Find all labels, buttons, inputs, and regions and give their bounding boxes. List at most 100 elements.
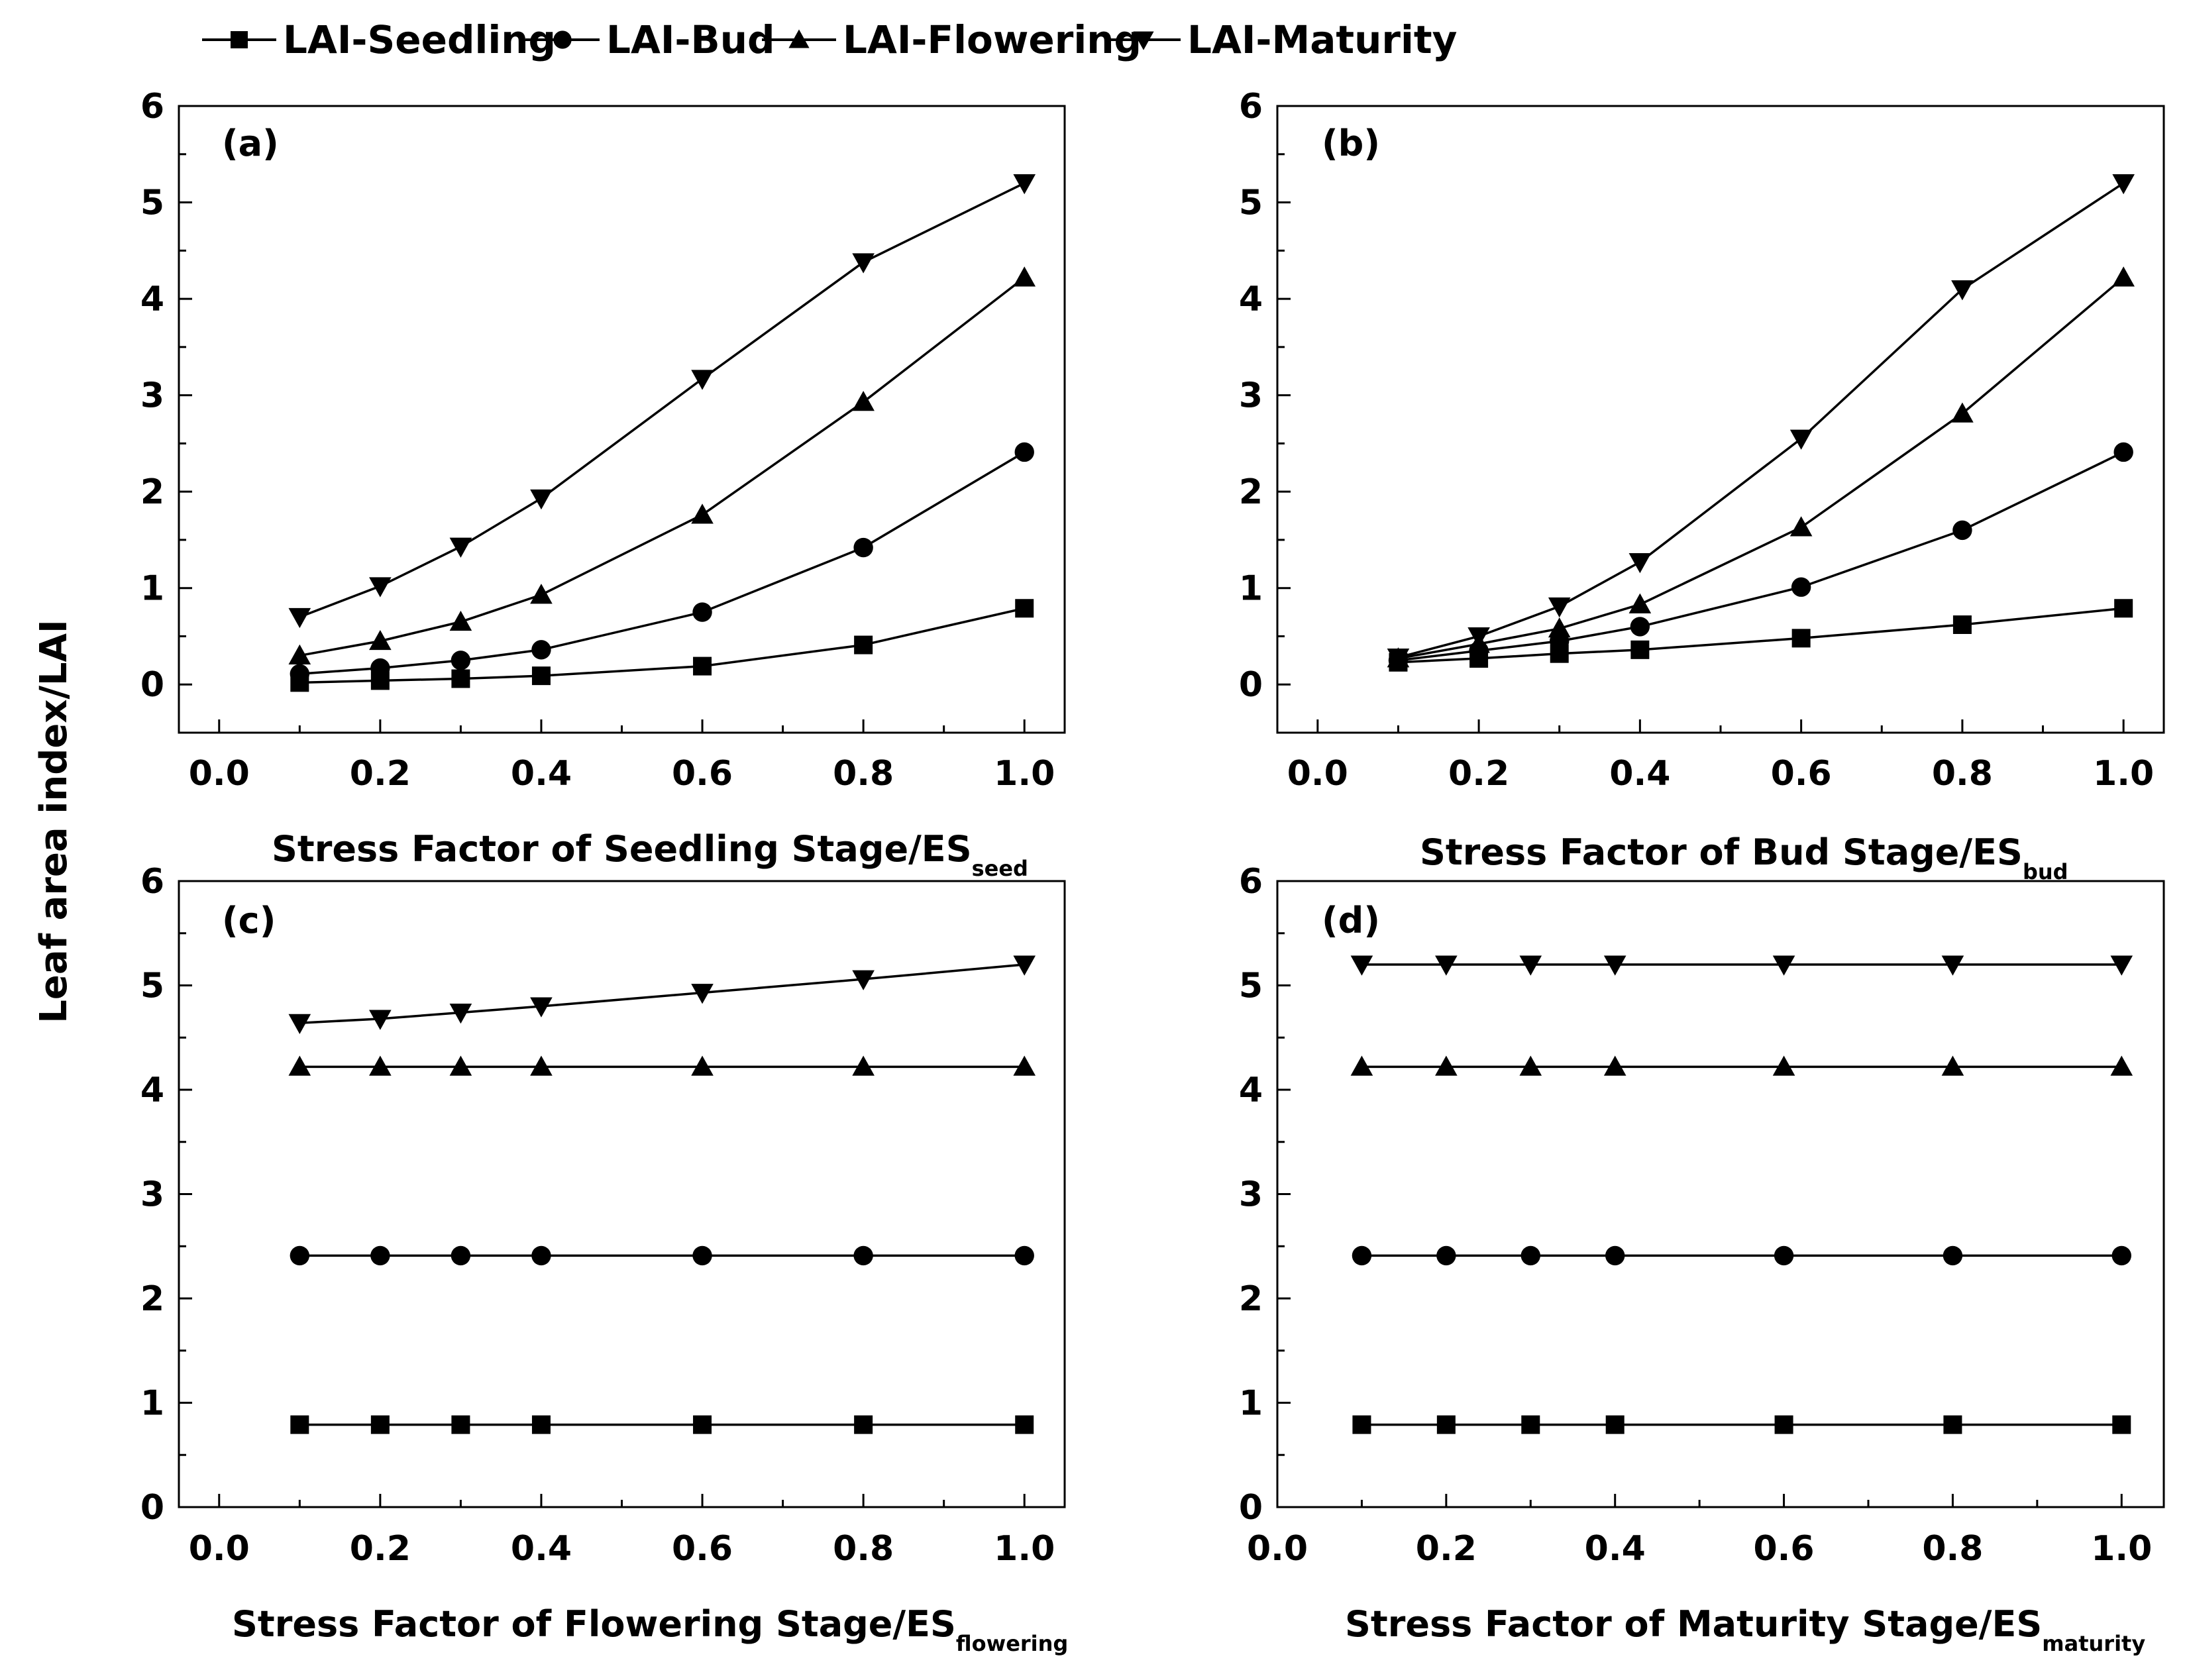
data-point xyxy=(1013,174,1036,195)
data-point xyxy=(2113,442,2133,462)
data-point xyxy=(1791,629,1811,648)
series-line xyxy=(299,182,1025,618)
x-axis-label: Stress Factor of Bud Stage/ESbud xyxy=(1420,831,2068,884)
x-axis-label: Stress Factor of Maturity Stage/ESmaturi… xyxy=(1345,1603,2145,1656)
data-point xyxy=(1951,280,1974,301)
data-point xyxy=(530,997,553,1018)
data-point xyxy=(1350,955,1373,976)
data-point xyxy=(854,1415,873,1434)
legend-marker-circle xyxy=(553,30,572,49)
data-point xyxy=(1521,1415,1540,1434)
y-tick-label: 1 xyxy=(1239,569,1263,609)
data-point xyxy=(1630,640,1650,659)
data-point xyxy=(852,1055,875,1076)
legend-marker-triangle-down xyxy=(1133,31,1154,50)
data-point xyxy=(1791,577,1811,597)
y-tick-label: 3 xyxy=(140,376,164,416)
data-point xyxy=(2110,1055,2133,1076)
x-axis-label-subscript: flowering xyxy=(956,1631,1068,1656)
y-tick-label: 6 xyxy=(1239,87,1263,127)
data-point xyxy=(854,635,873,655)
series-line xyxy=(299,607,1025,684)
series-lai-maturity xyxy=(1387,174,2135,669)
data-point xyxy=(1520,1245,1540,1266)
data-point xyxy=(852,970,875,990)
data-point xyxy=(852,391,875,411)
data-point xyxy=(852,253,875,274)
x-tick-label: 1.0 xyxy=(2091,1529,2152,1569)
data-point xyxy=(1350,1055,1373,1076)
data-point xyxy=(2114,599,2133,618)
series-line xyxy=(299,276,1026,657)
data-point xyxy=(693,1415,712,1434)
x-tick-label: 0.0 xyxy=(189,1529,250,1569)
data-point xyxy=(530,584,553,604)
data-point xyxy=(1387,649,1410,669)
data-point xyxy=(1941,955,1964,976)
y-tick-label: 1 xyxy=(140,569,164,609)
series-line xyxy=(299,963,1025,1024)
data-point xyxy=(1014,1245,1034,1266)
chart-panel-0: 0 1 2 3 4 5 6 0.0 0.2 0.4 0.6 0.8 1.0 (a) Stress Facto… xyxy=(140,87,1066,881)
data-point xyxy=(1436,1245,1456,1266)
data-point xyxy=(449,1004,472,1024)
data-point xyxy=(1774,1415,1793,1434)
x-tick-label: 0.6 xyxy=(1771,754,1832,794)
data-point xyxy=(1772,955,1795,976)
series-line xyxy=(299,450,1026,675)
x-tick-label: 0.2 xyxy=(1416,1529,1477,1569)
data-point xyxy=(530,1055,553,1076)
series-lai-maturity xyxy=(288,174,1036,629)
y-tick-label: 2 xyxy=(140,472,164,512)
y-tick-label: 0 xyxy=(140,665,164,705)
data-point xyxy=(449,537,472,558)
chart-panel-2: 0 1 2 3 4 5 6 0.0 0.2 0.4 0.6 0.8 1.0 (c) Stress Facto… xyxy=(140,862,1069,1656)
data-point xyxy=(1015,599,1034,618)
y-tick-label: 3 xyxy=(1239,1175,1263,1215)
data-point xyxy=(1605,1245,1625,1266)
data-point xyxy=(451,1245,471,1266)
data-point xyxy=(1628,593,1652,613)
series-lai-flowering xyxy=(288,266,1036,665)
y-tick-label: 6 xyxy=(140,862,164,902)
x-tick-label: 0.2 xyxy=(350,754,411,794)
x-tick-label: 0.4 xyxy=(1585,1529,1646,1569)
x-axis-label-main: Stress Factor of Flowering Stage/ES xyxy=(232,1603,956,1645)
legend-label: LAI-Flowering xyxy=(843,17,1142,62)
data-point xyxy=(1013,1055,1036,1076)
x-tick-label: 0.8 xyxy=(1932,754,1993,794)
y-tick-label: 3 xyxy=(1239,376,1263,416)
data-point xyxy=(1603,955,1626,976)
x-axis-label-subscript: seed xyxy=(972,856,1028,881)
series-lai-seedling xyxy=(290,599,1034,692)
x-tick-label: 0.0 xyxy=(1287,754,1348,794)
data-point xyxy=(288,644,311,665)
data-point xyxy=(369,1055,392,1076)
y-axis-label: Leaf area index/LAI xyxy=(32,619,76,1024)
y-tick-label: 0 xyxy=(1239,665,1263,705)
series-lai-bud xyxy=(1352,1245,2131,1266)
data-point xyxy=(2111,1245,2131,1266)
data-point xyxy=(288,1055,311,1076)
data-point xyxy=(853,537,873,558)
x-tick-label: 1.0 xyxy=(994,1529,1055,1569)
legend-item-lai-maturity: LAI-Maturity xyxy=(1106,17,1457,62)
y-tick-label: 4 xyxy=(1239,280,1263,319)
y-tick-label: 2 xyxy=(140,1279,164,1319)
x-tick-label: 0.0 xyxy=(189,754,250,794)
x-axis-label-main: Stress Factor of Maturity Stage/ES xyxy=(1345,1603,2042,1645)
series-lai-maturity xyxy=(288,955,1036,1034)
data-point xyxy=(1951,402,1974,423)
y-tick-label: 1 xyxy=(1239,1384,1263,1424)
x-axis-label-main: Stress Factor of Bud Stage/ES xyxy=(1420,831,2023,873)
data-point xyxy=(369,629,392,651)
data-point xyxy=(1519,1055,1542,1076)
plot-frame xyxy=(178,105,1066,734)
legend-marker-triangle-up xyxy=(788,29,810,48)
data-point xyxy=(370,1415,390,1434)
data-point xyxy=(1603,1055,1626,1076)
y-tick-label: 6 xyxy=(1239,862,1263,902)
plot-frame xyxy=(178,880,1066,1508)
data-point xyxy=(1352,1415,1371,1434)
